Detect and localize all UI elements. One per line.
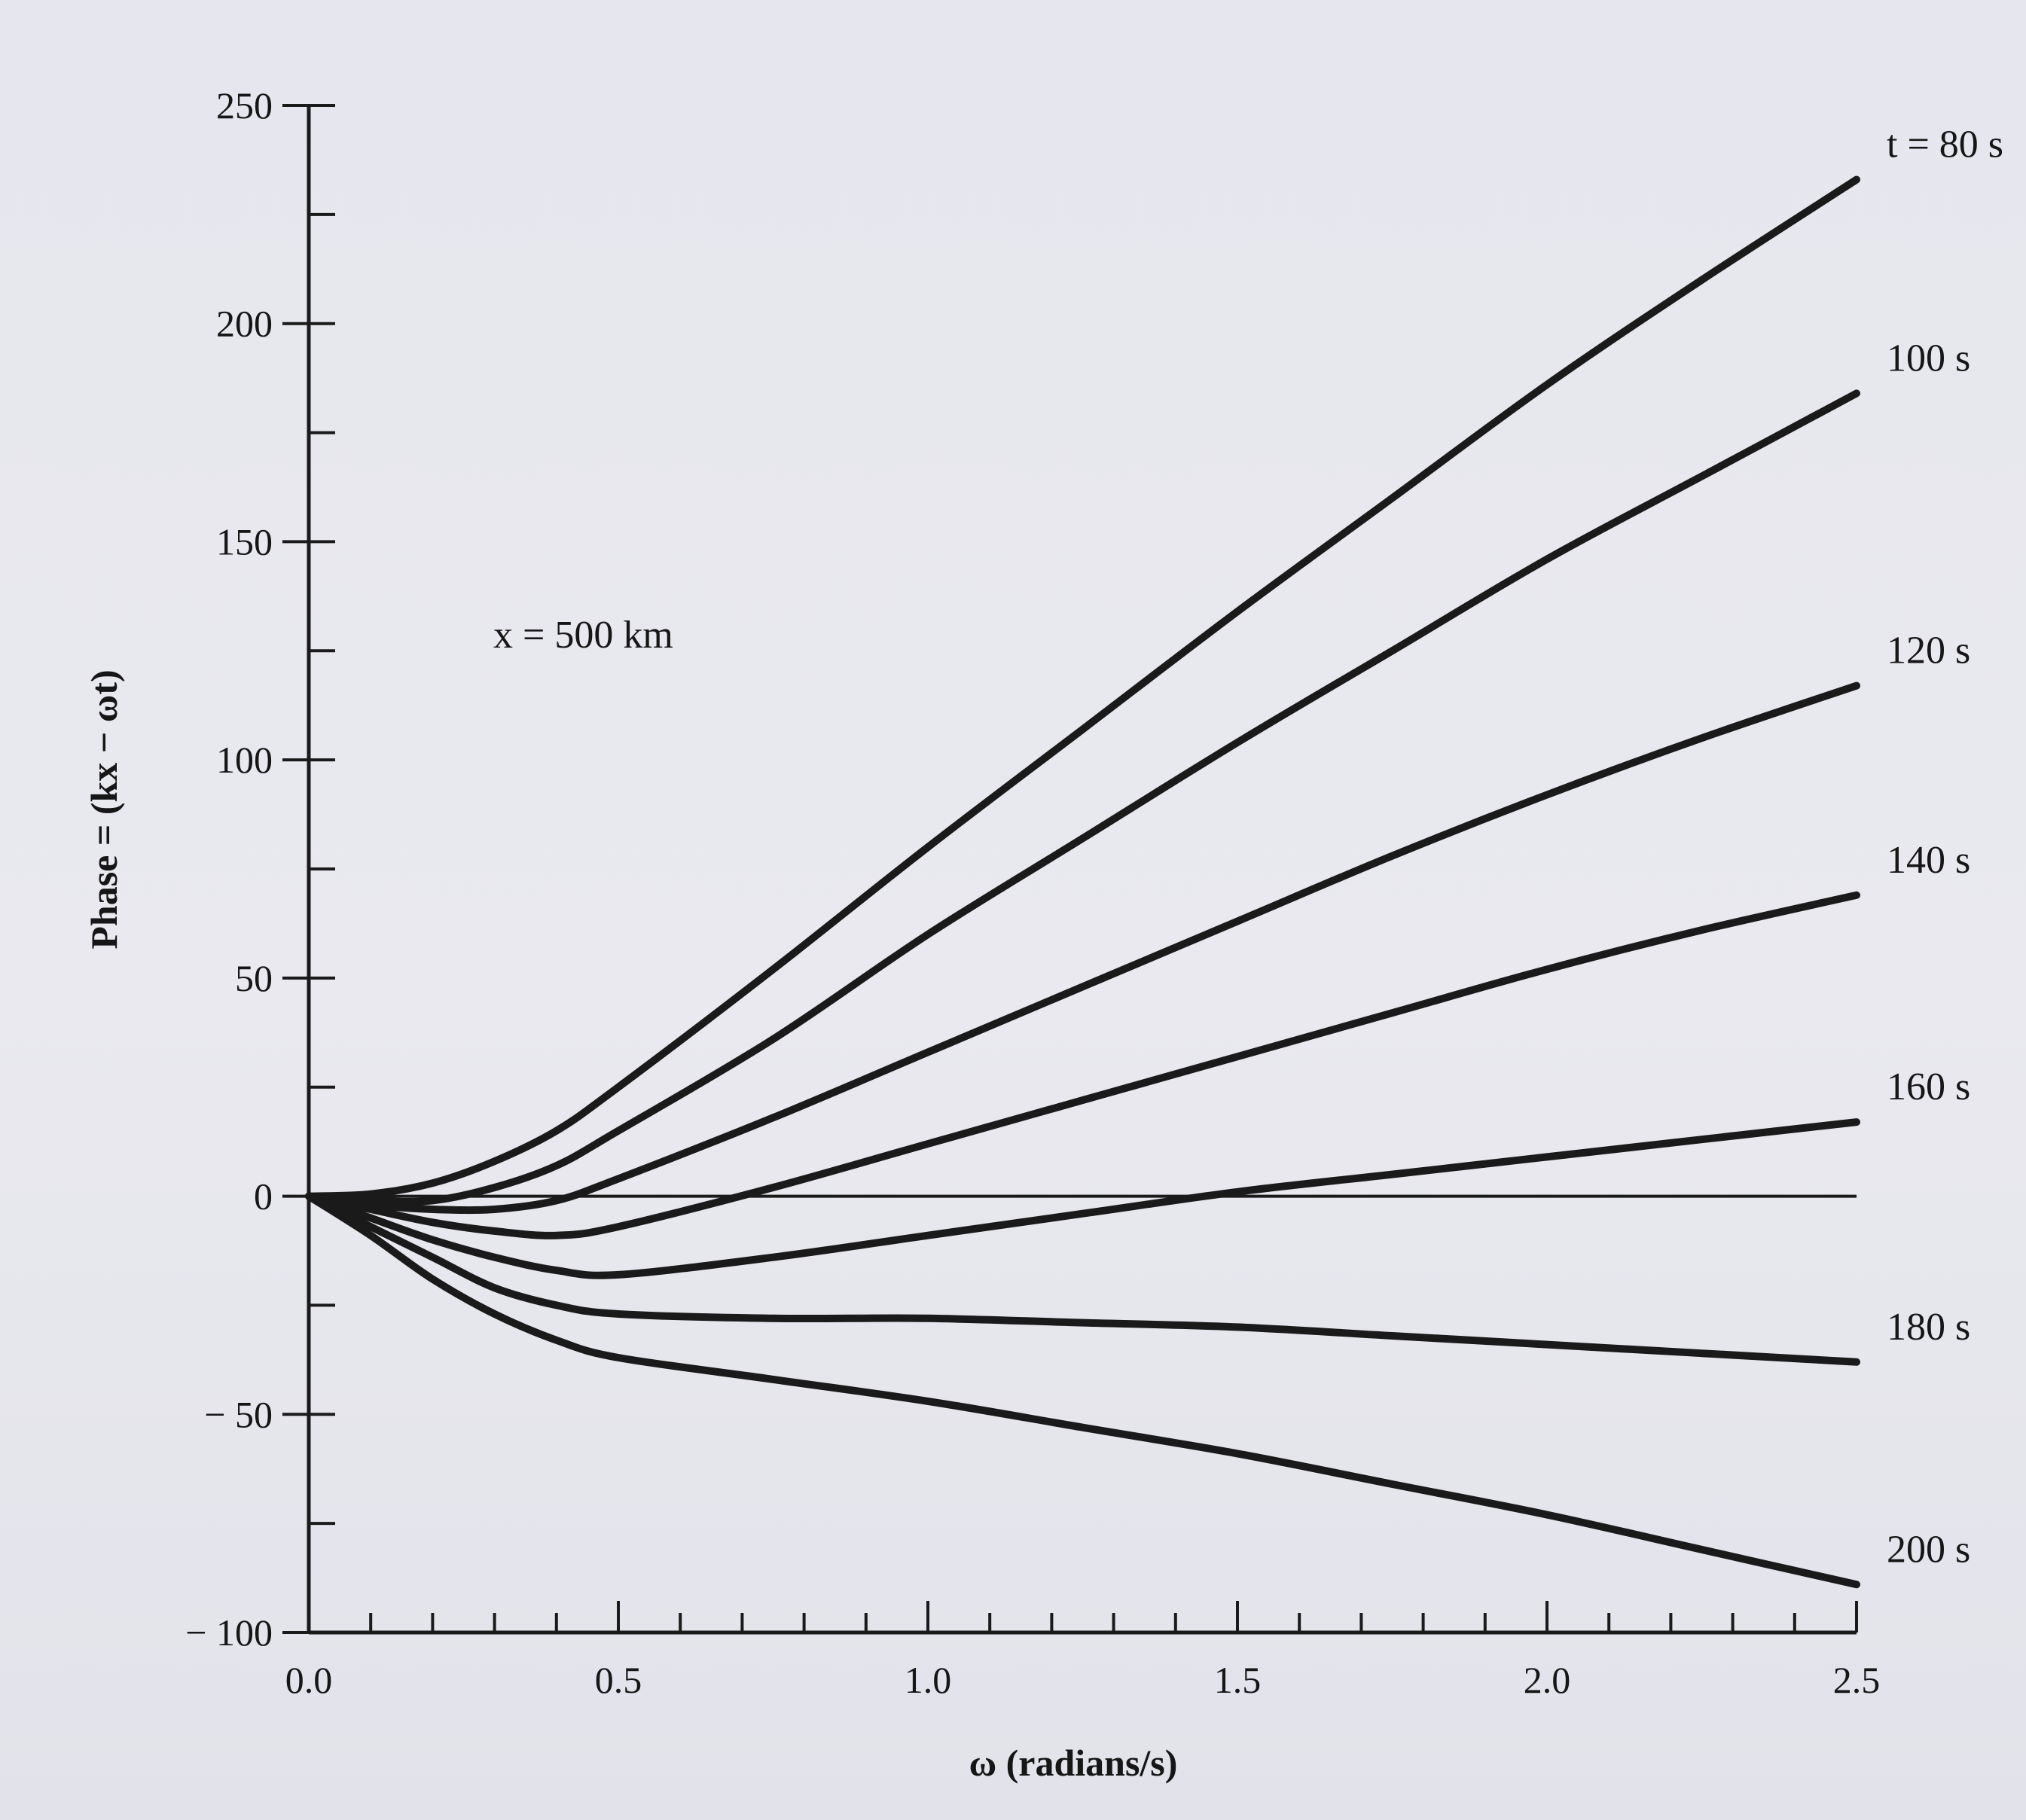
- series-label-0: t = 80 s: [1887, 123, 2003, 166]
- series-line-1: [305, 389, 1860, 1206]
- x-tick-label: 0.5: [595, 1659, 642, 1701]
- series-label-1: 100 s: [1887, 337, 1970, 380]
- y-axis-ticks: − 100 − 50 0 50 100 150 200 250: [185, 84, 335, 1654]
- y-tick-label: − 100: [185, 1611, 273, 1654]
- series-label-2: 120 s: [1887, 630, 1970, 672]
- y-axis-title: Phase = (kx − ωt): [83, 669, 125, 949]
- series-line-6: [305, 1192, 1860, 1589]
- y-tick-label: 0: [254, 1175, 273, 1218]
- series-label-4: 160 s: [1887, 1065, 1970, 1108]
- series-curves: [305, 175, 1860, 1589]
- x-tick-label: 2.0: [1524, 1659, 1571, 1701]
- series-labels: t = 80 s 100 s 120 s 140 s 160 s 180 s 200 s: [1887, 123, 2003, 1572]
- distance-annotation: x = 500 km: [493, 614, 673, 657]
- series-label-3: 140 s: [1887, 839, 1970, 882]
- x-axis-title: ω (radians/s): [969, 1742, 1178, 1784]
- series-line-2: [305, 681, 1860, 1215]
- series-label-6: 200 s: [1887, 1528, 1970, 1571]
- y-tick-label: 150: [216, 520, 273, 562]
- x-axis-ticks: 0.0 0.5 1.0 1.5 2.0 2.5: [285, 1601, 1881, 1701]
- x-tick-label: 1.0: [905, 1659, 952, 1701]
- x-tick-label: 1.5: [1214, 1659, 1262, 1701]
- y-tick-label: 100: [216, 739, 273, 781]
- x-tick-label: 0.0: [285, 1659, 333, 1701]
- y-tick-label: 50: [235, 957, 273, 999]
- series-line-4: [305, 1118, 1860, 1279]
- y-tick-label: 250: [216, 84, 273, 127]
- series-line-5: [305, 1192, 1860, 1366]
- series-line-0: [305, 175, 1860, 1200]
- y-tick-label: 200: [216, 303, 273, 345]
- series-label-5: 180 s: [1887, 1306, 1970, 1349]
- y-tick-label: − 50: [204, 1393, 273, 1435]
- series-line-3: [305, 891, 1860, 1239]
- x-tick-label: 2.5: [1833, 1659, 1881, 1701]
